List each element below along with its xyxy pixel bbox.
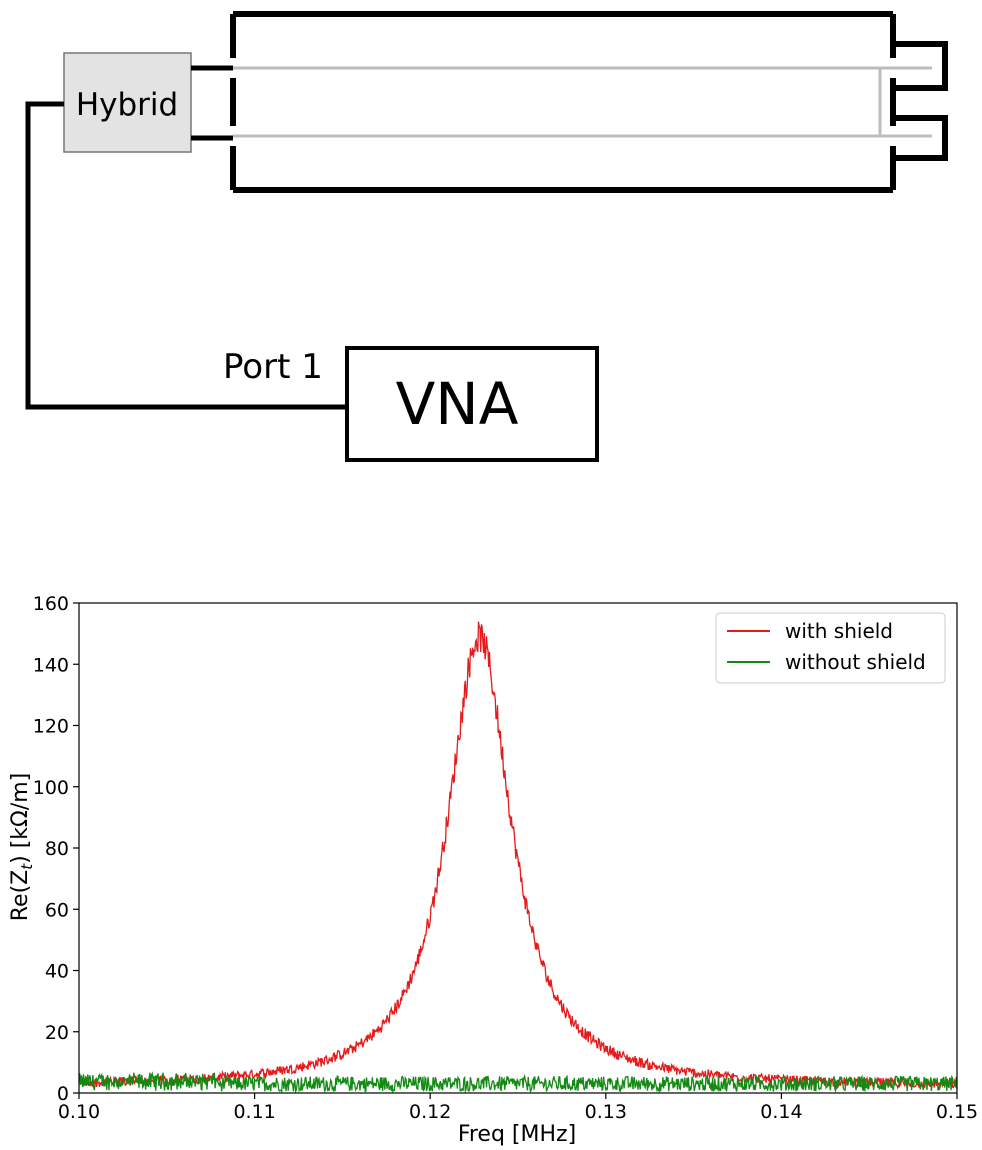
port-label: Port 1: [223, 347, 323, 387]
inner-wires: [233, 66, 932, 138]
x-tick-label: 0.12: [409, 1101, 451, 1123]
legend-label-without-shield: without shield: [785, 650, 926, 674]
x-tick-label: 0.14: [760, 1101, 802, 1123]
series-without-shield-line: [79, 1071, 957, 1093]
x-tick-label: 0.15: [936, 1101, 978, 1123]
y-axis-label: Re(Zt) [kΩ/m]: [8, 773, 36, 922]
x-axis: 0.10 0.11 0.12 0.13 0.14 0.15: [58, 1093, 978, 1123]
y-tick-label: 0: [57, 1083, 69, 1105]
vna-box: [345, 346, 599, 462]
legend-label-with-shield: with shield: [785, 619, 893, 643]
y-tick-label: 20: [45, 1022, 69, 1044]
y-tick-label: 60: [45, 899, 69, 921]
hybrid-box: [63, 52, 192, 153]
y-tick-label: 140: [33, 654, 69, 676]
vna-label: VNA: [396, 370, 519, 438]
y-tick-label: 160: [33, 593, 69, 615]
legend-frame: [715, 612, 946, 684]
hybrid-label: Hybrid: [76, 87, 178, 123]
y-tick-label: 80: [45, 838, 69, 860]
end-termination-loops: [893, 41, 948, 161]
measurement-setup-diagram: Hybrid VNA Port 1: [25, 11, 948, 462]
x-tick-label: 0.13: [585, 1101, 627, 1123]
series-with-shield-line: [79, 621, 957, 1090]
x-tick-label: 0.10: [58, 1101, 100, 1123]
legend: with shield without shield: [715, 612, 946, 684]
x-tick-label: 0.11: [233, 1101, 275, 1123]
outer-pipe: [230, 11, 896, 193]
cable-to-vna: [25, 101, 347, 410]
y-tick-label: 40: [45, 961, 69, 983]
y-tick-label: 100: [33, 777, 69, 799]
y-axis: 0 20 40 60 80 100 120 140 160: [33, 593, 79, 1105]
x-axis-label: Freq [MHz]: [458, 1122, 576, 1147]
y-tick-label: 120: [33, 716, 69, 738]
impedance-chart: 0.10 0.11 0.12 0.13 0.14 0.15 0 20 40 60 80 100 120…: [8, 593, 978, 1147]
hybrid-leads: [191, 65, 233, 141]
